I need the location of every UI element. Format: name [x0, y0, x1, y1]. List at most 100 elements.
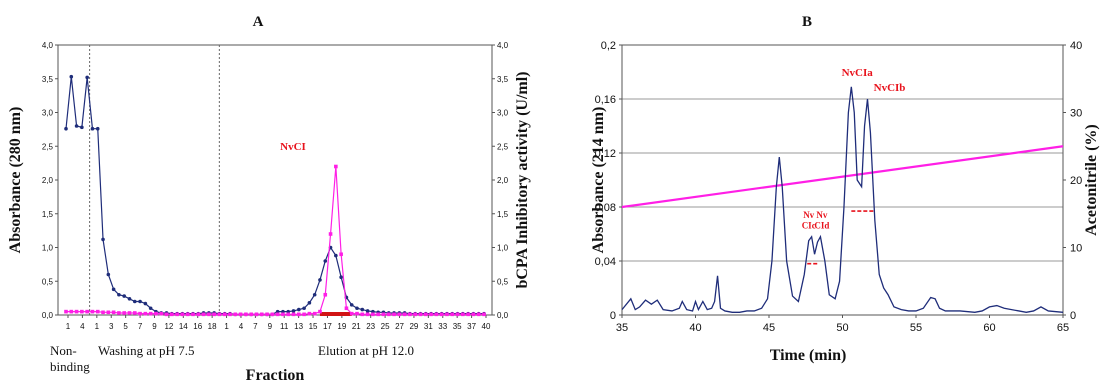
absorbance-point [334, 253, 338, 258]
activity-point [413, 312, 418, 317]
activity-point [233, 312, 238, 317]
panel-b-y2label: Acetonitrile (%) [1083, 124, 1100, 236]
x-tick-label: 4 [239, 322, 244, 331]
activity-point [455, 312, 460, 317]
activity-point [80, 309, 84, 314]
absorbance-point [365, 309, 370, 313]
activity-point [111, 310, 116, 315]
x-tick-label: 14 [179, 322, 188, 331]
panel-a-label: A [253, 14, 264, 30]
activity-point [85, 309, 89, 314]
absorbance-point [323, 259, 328, 263]
panel-a-y2label: bCPA Inhibitory activity (U/ml) [514, 71, 531, 288]
y2-tick-label: 1,5 [497, 210, 509, 219]
panel-b-xlabel: Time (min) [770, 347, 847, 364]
y-tick-label: 3,0 [42, 109, 54, 118]
absorbance-point [95, 126, 100, 131]
panel-a-plot-frame [57, 44, 493, 316]
x-tick-label: 60 [983, 322, 995, 334]
activity-point [392, 312, 396, 317]
activity-point [90, 309, 95, 314]
y2-tick-label: 30 [1070, 108, 1082, 120]
activity-point [397, 312, 402, 317]
panel-a: A Absorbance (280 nm) bCPA Inhibitory ac… [7, 14, 531, 384]
y-tick-label: 1,0 [42, 244, 54, 253]
panel-a-ylabel: Absorbance (280 nm) [7, 107, 24, 254]
x-tick-label: 7 [253, 322, 258, 331]
absorbance-point [291, 309, 296, 313]
absorbance-point [138, 299, 142, 304]
y2-tick-label: 1,0 [497, 244, 509, 253]
activity-point [466, 312, 470, 317]
activity-point [423, 312, 428, 317]
y-tick-label: 1,5 [42, 210, 54, 219]
activity-point [64, 309, 68, 314]
x-tick-label: 9 [152, 322, 157, 331]
activity-point [349, 311, 354, 316]
absorbance-line [65, 76, 484, 315]
activity-point [291, 312, 296, 317]
y2-tick-label: 2,0 [497, 176, 509, 185]
x-tick-label: 25 [381, 322, 390, 331]
section-note-elution: Elution at pH 12.0 [318, 343, 414, 358]
x-tick-label: 1 [224, 322, 229, 331]
activity-point [408, 312, 412, 317]
panel-b-ylabel: Absorbance (214 nm) [590, 107, 607, 254]
x-tick-label: 15 [309, 322, 318, 331]
absorbance-point [148, 306, 153, 311]
activity-point [170, 312, 174, 317]
y2-tick-label: 0,0 [497, 311, 509, 320]
absorbance-point [69, 74, 74, 79]
peak-label: NvCIa [842, 67, 874, 79]
x-tick-label: 17 [323, 322, 332, 331]
y-tick-label: 4,0 [42, 41, 54, 50]
absorbance-point [111, 287, 116, 292]
absorbance-point [143, 301, 148, 306]
activity-point [69, 309, 74, 314]
absorbance-point [297, 307, 301, 312]
y-tick-label: 0,0 [42, 311, 54, 320]
activity-point [148, 311, 153, 316]
activity-point [286, 312, 291, 317]
panel-b-label: B [802, 14, 812, 30]
x-tick-label: 12 [164, 322, 173, 331]
x-tick-label: 16 [193, 322, 202, 331]
activity-point [254, 312, 259, 317]
activity-point [175, 312, 179, 317]
activity-point [132, 311, 137, 315]
absorbance-point [307, 301, 312, 305]
activity-point [307, 311, 312, 316]
y-tick-label: 2,5 [42, 142, 54, 151]
x-tick-label: 40 [689, 322, 701, 334]
activity-point [164, 312, 169, 317]
activity-point [323, 292, 328, 297]
activity-point [265, 312, 269, 317]
x-tick-label: 5 [123, 322, 128, 331]
x-tick-label: 31 [424, 322, 433, 331]
y-tick-label: 2,0 [42, 176, 54, 185]
x-tick-label: 35 [616, 322, 628, 334]
activity-point [185, 312, 190, 317]
absorbance-point [80, 125, 84, 130]
x-tick-label: 3 [109, 322, 114, 331]
absorbance-point [106, 272, 111, 277]
activity-point [222, 312, 227, 317]
activity-point [180, 312, 185, 317]
activity-point [275, 312, 280, 317]
panel-a-xlabel: Fraction [246, 367, 305, 384]
y-tick-label: 0,04 [595, 256, 616, 268]
y2-tick-label: 4,0 [497, 41, 509, 50]
peak-label: Nv [803, 210, 814, 220]
peak-label: CId [814, 221, 829, 231]
absorbance-point [349, 303, 354, 307]
x-tick-label: 11 [280, 322, 289, 331]
absorbance-point [117, 292, 121, 297]
activity-point [249, 312, 253, 317]
activity-point [318, 309, 322, 314]
y2-tick-label: 0 [1070, 310, 1076, 322]
activity-point [429, 312, 433, 317]
x-tick-label: 1 [66, 322, 71, 331]
x-tick-label: 9 [268, 322, 273, 331]
activity-point [143, 311, 148, 316]
activity-point [471, 312, 476, 317]
